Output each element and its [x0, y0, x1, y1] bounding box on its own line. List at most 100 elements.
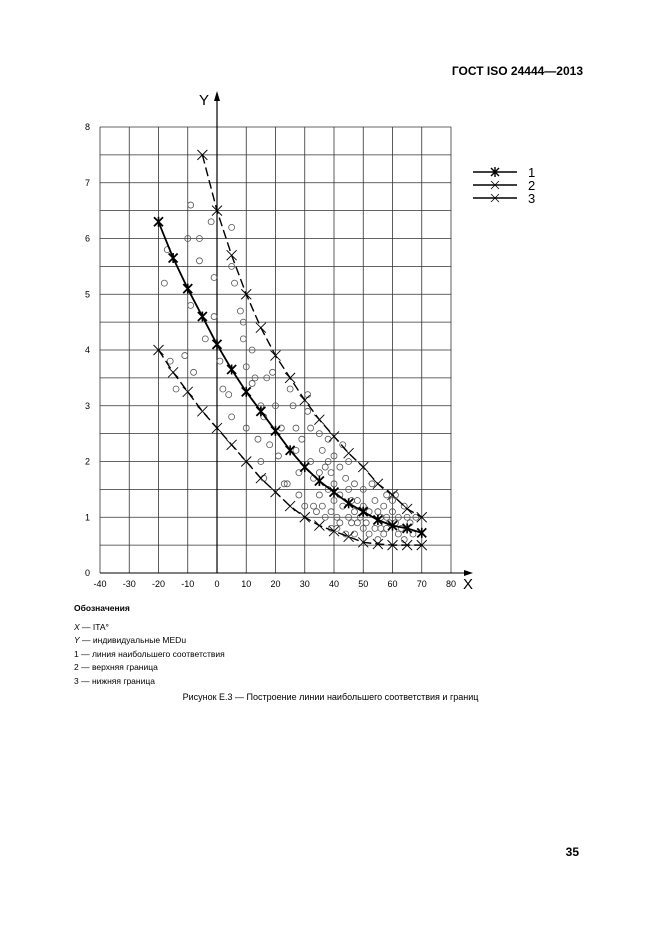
- note-key: 1: [74, 648, 79, 659]
- note-text: — индивидуальные MEDu: [79, 635, 187, 645]
- observation-point: [248, 380, 256, 387]
- note-key: Y: [74, 635, 80, 645]
- observation-point: [339, 441, 347, 449]
- note-1: 1 — линия наибольшего соответствия: [74, 648, 225, 662]
- y-tick-label: 2: [85, 457, 90, 467]
- y-tick-label: 5: [85, 289, 90, 299]
- observation-point: [351, 508, 358, 516]
- observation-point: [248, 346, 256, 354]
- series-1: [153, 216, 427, 538]
- observation-point: [368, 480, 376, 488]
- observation-point: [228, 413, 236, 421]
- observation-point: [286, 385, 294, 393]
- observation-point: [301, 502, 309, 510]
- observation-point: [269, 368, 276, 376]
- observation-point: [389, 508, 396, 516]
- legend-label: 2: [528, 178, 535, 193]
- observation-point: [374, 536, 382, 543]
- observation-point: [272, 402, 279, 410]
- observation-point: [359, 485, 367, 493]
- observation-point: [239, 318, 247, 326]
- y-tick-label: 8: [85, 122, 90, 132]
- observation-point: [184, 235, 192, 242]
- note-y: Y — индивидуальные MEDu: [74, 634, 225, 648]
- notes-title: Обозначения: [74, 603, 130, 613]
- observation-point: [242, 363, 250, 371]
- observation-point: [196, 257, 203, 265]
- y-axis-label: Y: [199, 92, 209, 109]
- x-tick-label: -40: [93, 579, 106, 589]
- observation-point: [228, 262, 236, 270]
- observation-point: [318, 502, 326, 510]
- observation-point: [187, 201, 195, 209]
- figure-caption: Рисунок Е.3 — Построение линии наибольше…: [182, 692, 479, 702]
- observation-point: [257, 458, 265, 465]
- observation-point: [336, 519, 344, 527]
- page-number: 35: [565, 845, 579, 859]
- observation-point: [394, 513, 402, 521]
- observation-point: [389, 497, 396, 504]
- observation-point: [295, 491, 303, 499]
- observation-point: [201, 335, 209, 343]
- observation-point: [298, 435, 306, 443]
- x-axis-label: X: [463, 576, 473, 593]
- observation-point: [333, 513, 341, 521]
- x-tick-label: 80: [446, 579, 456, 589]
- observation-point: [315, 469, 323, 477]
- observation-point: [351, 480, 358, 488]
- note-2: 2 — верхняя граница: [74, 661, 225, 675]
- observation-point: [210, 274, 218, 281]
- observation-point: [353, 497, 361, 504]
- chart-axes: XY: [100, 91, 473, 593]
- y-tick-label: 0: [85, 568, 90, 578]
- observation-point: [345, 458, 353, 465]
- observation-point: [313, 508, 320, 516]
- x-tick-label: 30: [300, 579, 310, 589]
- observation-point: [400, 502, 408, 510]
- observation-point: [330, 480, 338, 488]
- observation-point: [160, 279, 168, 287]
- observation-point: [207, 218, 215, 226]
- y-tick-label: 3: [85, 401, 90, 411]
- note-text: — линия наибольшего соответствия: [78, 648, 225, 659]
- observation-point: [321, 463, 329, 471]
- observation-point: [181, 352, 189, 359]
- observation-point: [236, 307, 244, 315]
- series-2: [197, 149, 428, 523]
- x-tick-label: -10: [181, 579, 194, 589]
- series-3: [153, 344, 428, 551]
- observation-point: [210, 313, 218, 320]
- observation-point: [280, 480, 288, 488]
- axis-tick-labels: -40 -30 -20 -10 0 10 20 30 40 50 60 70 80 0 1 2 3 4 5 6 7 8: [85, 122, 456, 589]
- observation-point: [374, 508, 382, 516]
- observation-point: [353, 519, 361, 527]
- observation-point: [315, 430, 323, 438]
- note-text: — ITA°: [79, 621, 109, 632]
- chart-legend: 123: [473, 165, 535, 206]
- y-tick-label: 7: [85, 178, 90, 188]
- observation-point: [295, 469, 303, 477]
- observation-point: [321, 513, 329, 521]
- observation-point: [219, 385, 227, 393]
- observation-point: [327, 469, 335, 477]
- x-tick-label: 70: [417, 579, 427, 589]
- observation-point: [225, 391, 233, 399]
- observation-point: [196, 235, 203, 242]
- observation-point: [187, 301, 195, 309]
- note-3: 3 — нижняя граница: [74, 675, 225, 689]
- observation-point: [254, 435, 262, 443]
- observation-point: [330, 497, 338, 504]
- observation-point: [324, 435, 332, 443]
- observation-point: [330, 452, 338, 460]
- observation-point: [289, 402, 297, 410]
- observation-points: [160, 201, 420, 543]
- legend-label: 3: [528, 191, 535, 206]
- observation-point: [307, 424, 315, 432]
- observation-point: [412, 513, 420, 521]
- observation-point: [336, 463, 344, 471]
- observation-point: [310, 502, 317, 510]
- x-tick-label: 0: [214, 579, 219, 589]
- observation-point: [403, 513, 411, 521]
- observation-point: [342, 474, 350, 482]
- observation-point: [359, 525, 367, 532]
